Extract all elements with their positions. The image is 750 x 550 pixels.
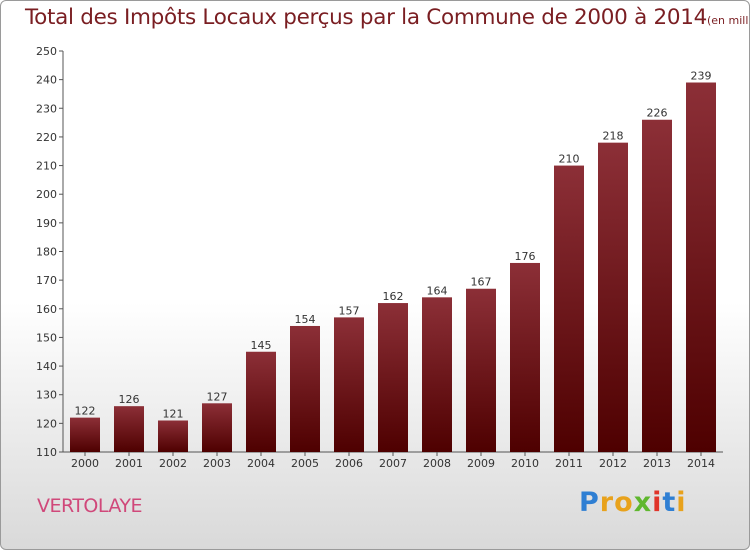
- bar-2012: [598, 142, 628, 452]
- chart-data-labels: 122 126 121 127 145 154 157 162 164 167 176 210 218 2…: [75, 70, 712, 421]
- logo-letter: x: [633, 487, 653, 518]
- data-label-2014: 239: [691, 70, 712, 83]
- x-tick-label: 2008: [423, 457, 451, 470]
- bar-2002: [158, 420, 188, 452]
- y-tick-label: 250: [36, 45, 57, 58]
- x-tick-label: 2007: [379, 457, 407, 470]
- y-tick-label: 140: [36, 360, 57, 373]
- data-label-2013: 226: [647, 107, 668, 120]
- bar-2014: [686, 82, 716, 452]
- x-tick-label: 2004: [247, 457, 275, 470]
- data-label-2001: 126: [119, 393, 140, 406]
- data-label-2007: 162: [383, 290, 404, 303]
- x-tick-label: 2011: [555, 457, 583, 470]
- data-label-2003: 127: [207, 390, 228, 403]
- chart-title-unit: (en milliers d'€): [707, 14, 749, 27]
- data-label-2000: 122: [75, 405, 96, 418]
- data-label-2010: 176: [515, 250, 536, 263]
- commune-name: VERTOLAYE: [37, 495, 143, 517]
- chart-axes: 110 120 130 140 150 160 170 180 190 200 210 220 230 2…: [36, 45, 723, 470]
- y-tick-label: 230: [36, 102, 57, 115]
- data-label-2004: 145: [251, 339, 272, 352]
- y-tick-label: 180: [36, 246, 57, 259]
- x-tick-label: 2001: [115, 457, 143, 470]
- bar-2010: [510, 262, 540, 452]
- y-tick-label: 190: [36, 217, 57, 230]
- y-tick-label: 120: [36, 417, 57, 430]
- data-label-2002: 121: [163, 407, 184, 420]
- x-tick-label: 2003: [203, 457, 231, 470]
- x-tick-label: 2002: [159, 457, 187, 470]
- proxiti-logo: Proxiti: [579, 487, 687, 518]
- y-tick-label: 210: [36, 160, 57, 173]
- logo-letter: o: [614, 487, 634, 518]
- x-tick-label: 2005: [291, 457, 319, 470]
- y-tick-label: 110: [36, 446, 57, 459]
- y-tick-label: 160: [36, 303, 57, 316]
- chart-title-main: Total des Impôts Locaux perçus par la Co…: [25, 5, 707, 30]
- data-label-2012: 218: [603, 130, 624, 143]
- bar-2000: [70, 417, 100, 452]
- chart-title: Total des Impôts Locaux perçus par la Co…: [25, 5, 749, 30]
- y-tick-label: 170: [36, 274, 57, 287]
- bar-2003: [202, 403, 232, 452]
- logo-letter: t: [662, 487, 677, 518]
- y-tick-label: 200: [36, 188, 57, 201]
- x-tick-label: 2010: [511, 457, 539, 470]
- y-tick-label: 240: [36, 74, 57, 87]
- logo-letter: i: [652, 487, 663, 518]
- bar-2005: [290, 325, 320, 452]
- x-tick-label: 2014: [687, 457, 715, 470]
- bar-2008: [422, 297, 452, 452]
- logo-letter: r: [599, 487, 615, 518]
- bar-2013: [642, 119, 672, 452]
- data-label-2011: 210: [559, 153, 580, 166]
- bar-2011: [554, 165, 584, 453]
- data-label-2006: 157: [339, 304, 360, 317]
- x-tick-label: 2006: [335, 457, 363, 470]
- data-label-2008: 164: [427, 284, 448, 297]
- bar-2004: [246, 351, 276, 452]
- data-label-2009: 167: [471, 276, 492, 289]
- x-tick-label: 2000: [71, 457, 99, 470]
- data-label-2005: 154: [295, 313, 316, 326]
- bar-2007: [378, 303, 408, 452]
- x-tick-label: 2009: [467, 457, 495, 470]
- bar-2006: [334, 317, 364, 452]
- y-tick-label: 150: [36, 331, 57, 344]
- x-tick-label: 2013: [643, 457, 671, 470]
- bar-2001: [114, 406, 144, 452]
- y-tick-label: 130: [36, 389, 57, 402]
- bar-2009: [466, 288, 496, 452]
- x-tick-label: 2012: [599, 457, 627, 470]
- logo-letter: P: [579, 487, 600, 518]
- chart-bars: [70, 82, 716, 453]
- y-tick-label: 220: [36, 131, 57, 144]
- logo-letter: i: [676, 487, 687, 518]
